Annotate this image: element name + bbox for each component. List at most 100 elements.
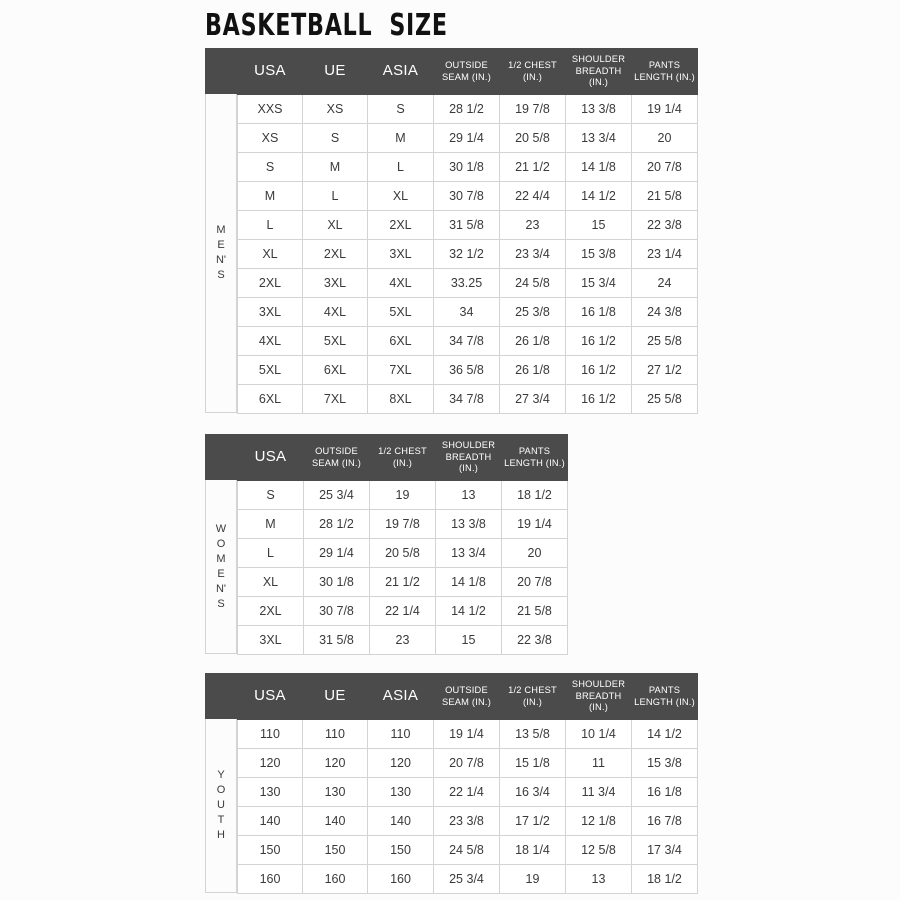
- youth-col-pants-length: PANTS LENGTH (IN.): [631, 673, 698, 720]
- table-cell: 19 1/4: [433, 719, 500, 749]
- table-cell: 13 3/4: [565, 123, 632, 153]
- table-row: L XL 2XL 31 5/8 23 15 22 3/8: [237, 210, 698, 240]
- youth-group-label: Y O U T H: [205, 719, 237, 893]
- table-cell: 19 7/8: [499, 94, 566, 124]
- table-row: 2XL 3XL 4XL 33.25 24 5/8 15 3/4 24: [237, 268, 698, 298]
- table-row: 4XL 5XL 6XL 34 7/8 26 1/8 16 1/2 25 5/8: [237, 326, 698, 356]
- table-cell: 110: [367, 719, 434, 749]
- table-cell: 26 1/8: [499, 326, 566, 356]
- table-row: 150 150 150 24 5/8 18 1/4 12 5/8 17 3/4: [237, 835, 698, 865]
- table-cell: 2XL: [367, 210, 434, 240]
- table-cell: 6XL: [367, 326, 434, 356]
- table-cell: 34: [433, 297, 500, 327]
- table-cell: 13: [435, 480, 502, 510]
- table-cell: 21 5/8: [501, 596, 568, 626]
- table-cell: 25 3/4: [433, 864, 500, 894]
- womens-table-grid: USA OUTSIDE SEAM (IN.) 1/2 CHEST (IN.) S…: [237, 434, 568, 655]
- mens-group-label-text: M E N' S: [215, 224, 227, 281]
- table-cell: 130: [367, 777, 434, 807]
- mens-col-half-chest: 1/2 CHEST (IN.): [499, 48, 566, 95]
- mens-col-usa: USA: [237, 48, 303, 95]
- mens-col-shoulder-breadth: SHOULDER BREADTH (IN.): [565, 48, 632, 95]
- table-cell: M: [367, 123, 434, 153]
- mens-group-label: M E N' S: [205, 94, 237, 413]
- womens-header-row: USA OUTSIDE SEAM (IN.) 1/2 CHEST (IN.) S…: [237, 434, 568, 481]
- table-row: 130 130 130 22 1/4 16 3/4 11 3/4 16 1/8: [237, 777, 698, 807]
- table-cell: 11 3/4: [565, 777, 632, 807]
- table-cell: 110: [302, 719, 368, 749]
- table-cell: 14 1/8: [435, 567, 502, 597]
- youth-group-label-header: [205, 673, 237, 719]
- table-row: S M L 30 1/8 21 1/2 14 1/8 20 7/8: [237, 152, 698, 182]
- table-cell: 22 1/4: [369, 596, 436, 626]
- table-cell: 140: [367, 806, 434, 836]
- table-cell: 33.25: [433, 268, 500, 298]
- mens-table-grid: USA UE ASIA OUTSIDE SEAM (IN.) 1/2 CHEST…: [237, 48, 698, 414]
- table-cell: XL: [302, 210, 368, 240]
- table-cell: 19: [499, 864, 566, 894]
- table-cell: 3XL: [302, 268, 368, 298]
- table-cell: 8XL: [367, 384, 434, 414]
- table-cell: 150: [237, 835, 303, 865]
- table-cell: 13: [565, 864, 632, 894]
- table-cell: 26 1/8: [499, 355, 566, 385]
- table-cell: L: [237, 538, 304, 568]
- table-cell: 10 1/4: [565, 719, 632, 749]
- table-cell: M: [237, 509, 304, 539]
- table-cell: 5XL: [367, 297, 434, 327]
- womens-col-pants-length: PANTS LENGTH (IN.): [501, 434, 568, 481]
- table-cell: 6XL: [302, 355, 368, 385]
- table-cell: 3XL: [237, 625, 304, 655]
- table-row: S 25 3/4 19 13 18 1/2: [237, 480, 568, 510]
- youth-table-body: 110 110 110 19 1/4 13 5/8 10 1/4 14 1/2 120 120 1…: [237, 719, 698, 894]
- table-cell: 11: [565, 748, 632, 778]
- womens-col-usa: USA: [237, 434, 304, 481]
- youth-table-head: USA UE ASIA OUTSIDE SEAM (IN.) 1/2 CHEST…: [237, 673, 698, 720]
- table-cell: 27 3/4: [499, 384, 566, 414]
- table-cell: 24 5/8: [499, 268, 566, 298]
- mens-col-asia: ASIA: [367, 48, 434, 95]
- table-cell: 24: [631, 268, 698, 298]
- mens-group-label-column: M E N' S: [205, 48, 237, 414]
- table-cell: 16 7/8: [631, 806, 698, 836]
- table-cell: 14 1/2: [631, 719, 698, 749]
- table-cell: 20 7/8: [501, 567, 568, 597]
- table-cell: 120: [367, 748, 434, 778]
- table-cell: 7XL: [302, 384, 368, 414]
- table-cell: 21 1/2: [499, 152, 566, 182]
- table-cell: 18 1/2: [631, 864, 698, 894]
- table-cell: XL: [237, 567, 304, 597]
- table-cell: 18 1/2: [501, 480, 568, 510]
- table-cell: 22 3/8: [501, 625, 568, 655]
- table-cell: 130: [302, 777, 368, 807]
- table-cell: 14 1/8: [565, 152, 632, 182]
- table-cell: 15 1/8: [499, 748, 566, 778]
- womens-group-label-text: W O M E N' S: [215, 522, 227, 610]
- table-cell: 16 3/4: [499, 777, 566, 807]
- table-cell: 5XL: [302, 326, 368, 356]
- table-cell: 15 3/8: [631, 748, 698, 778]
- table-cell: 130: [237, 777, 303, 807]
- table-cell: 27 1/2: [631, 355, 698, 385]
- table-row: 3XL 4XL 5XL 34 25 3/8 16 1/8 24 3/8: [237, 297, 698, 327]
- youth-col-half-chest: 1/2 CHEST (IN.): [499, 673, 566, 720]
- table-cell: S: [302, 123, 368, 153]
- table-cell: 23 3/4: [499, 239, 566, 269]
- table-cell: S: [237, 152, 303, 182]
- table-cell: L: [237, 210, 303, 240]
- table-cell: 14 1/2: [565, 181, 632, 211]
- youth-col-shoulder-breadth: SHOULDER BREADTH (IN.): [565, 673, 632, 720]
- table-cell: 13 3/4: [435, 538, 502, 568]
- mens-table-head: USA UE ASIA OUTSIDE SEAM (IN.) 1/2 CHEST…: [237, 48, 698, 95]
- table-cell: 31 5/8: [433, 210, 500, 240]
- table-cell: 15 3/8: [565, 239, 632, 269]
- table-cell: XS: [237, 123, 303, 153]
- table-cell: M: [237, 181, 303, 211]
- table-cell: 15: [435, 625, 502, 655]
- youth-group-label-text: Y O U T H: [216, 769, 226, 841]
- table-cell: 20 7/8: [631, 152, 698, 182]
- table-cell: 160: [367, 864, 434, 894]
- table-cell: 140: [302, 806, 368, 836]
- table-cell: S: [237, 480, 304, 510]
- table-cell: 19 1/4: [501, 509, 568, 539]
